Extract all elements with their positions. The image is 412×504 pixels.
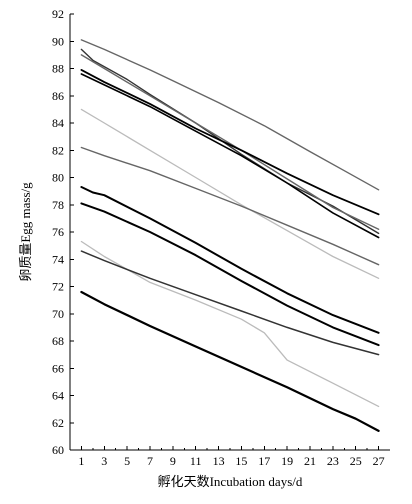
y-tick-label: 78 xyxy=(52,198,64,212)
y-tick-label: 82 xyxy=(52,143,64,157)
series-line-11 xyxy=(80,250,380,356)
y-tick-label: 88 xyxy=(52,62,64,76)
x-tick-label: 11 xyxy=(190,454,202,468)
y-tick-label: 84 xyxy=(52,116,64,130)
y-tick-label: 66 xyxy=(52,361,64,375)
series-line-6 xyxy=(80,108,380,279)
x-tick-label: 1 xyxy=(78,454,84,468)
x-ticks: 1 3 5 7 9 11 13 15 17 19 21 23 25 27 xyxy=(78,446,385,468)
y-tick-label: 86 xyxy=(52,89,64,103)
series-line-12 xyxy=(80,290,380,432)
y-tick-label: 68 xyxy=(52,334,64,348)
series-line-5 xyxy=(80,73,380,239)
series-line-4 xyxy=(80,69,380,216)
y-tick-label: 70 xyxy=(52,307,64,321)
y-tick-label: 80 xyxy=(52,171,64,185)
series-line-7 xyxy=(80,146,380,266)
series-line-8 xyxy=(80,186,380,334)
y-tick-label: 72 xyxy=(52,280,64,294)
x-tick-label: 21 xyxy=(304,454,316,468)
y-tick-label: 76 xyxy=(52,225,64,239)
x-tick-label: 13 xyxy=(213,454,225,468)
x-tick-label: 15 xyxy=(235,454,247,468)
x-tick-label: 23 xyxy=(327,454,339,468)
x-tick-label: 19 xyxy=(281,454,293,468)
series-line-3 xyxy=(80,54,380,231)
y-tick-label: 90 xyxy=(52,34,64,48)
x-tick-label: 3 xyxy=(101,454,107,468)
y-tick-label: 64 xyxy=(52,389,64,403)
x-tick-label: 25 xyxy=(350,454,362,468)
y-tick-label: 92 xyxy=(52,7,64,21)
series-line-10 xyxy=(80,240,380,408)
series-group xyxy=(80,39,380,432)
y-tick-label: 62 xyxy=(52,416,64,430)
y-tick-label: 74 xyxy=(52,252,64,266)
series-line-9 xyxy=(80,202,380,347)
y-axis-title: 卵质量Egg mass/g xyxy=(18,182,33,282)
y-tick-label: 60 xyxy=(52,443,64,457)
axes xyxy=(69,14,390,451)
x-tick-label: 17 xyxy=(258,454,270,468)
x-tick-label: 5 xyxy=(124,454,130,468)
y-ticks: 60 62 64 66 68 70 72 74 76 78 80 82 84 86 88 90 92 xyxy=(52,7,74,457)
x-axis-title: 孵化天数Incubation days/d xyxy=(158,474,303,489)
x-tick-label: 7 xyxy=(147,454,153,468)
x-tick-label: 27 xyxy=(373,454,385,468)
series-line-1 xyxy=(80,39,380,191)
x-tick-label: 9 xyxy=(170,454,176,468)
